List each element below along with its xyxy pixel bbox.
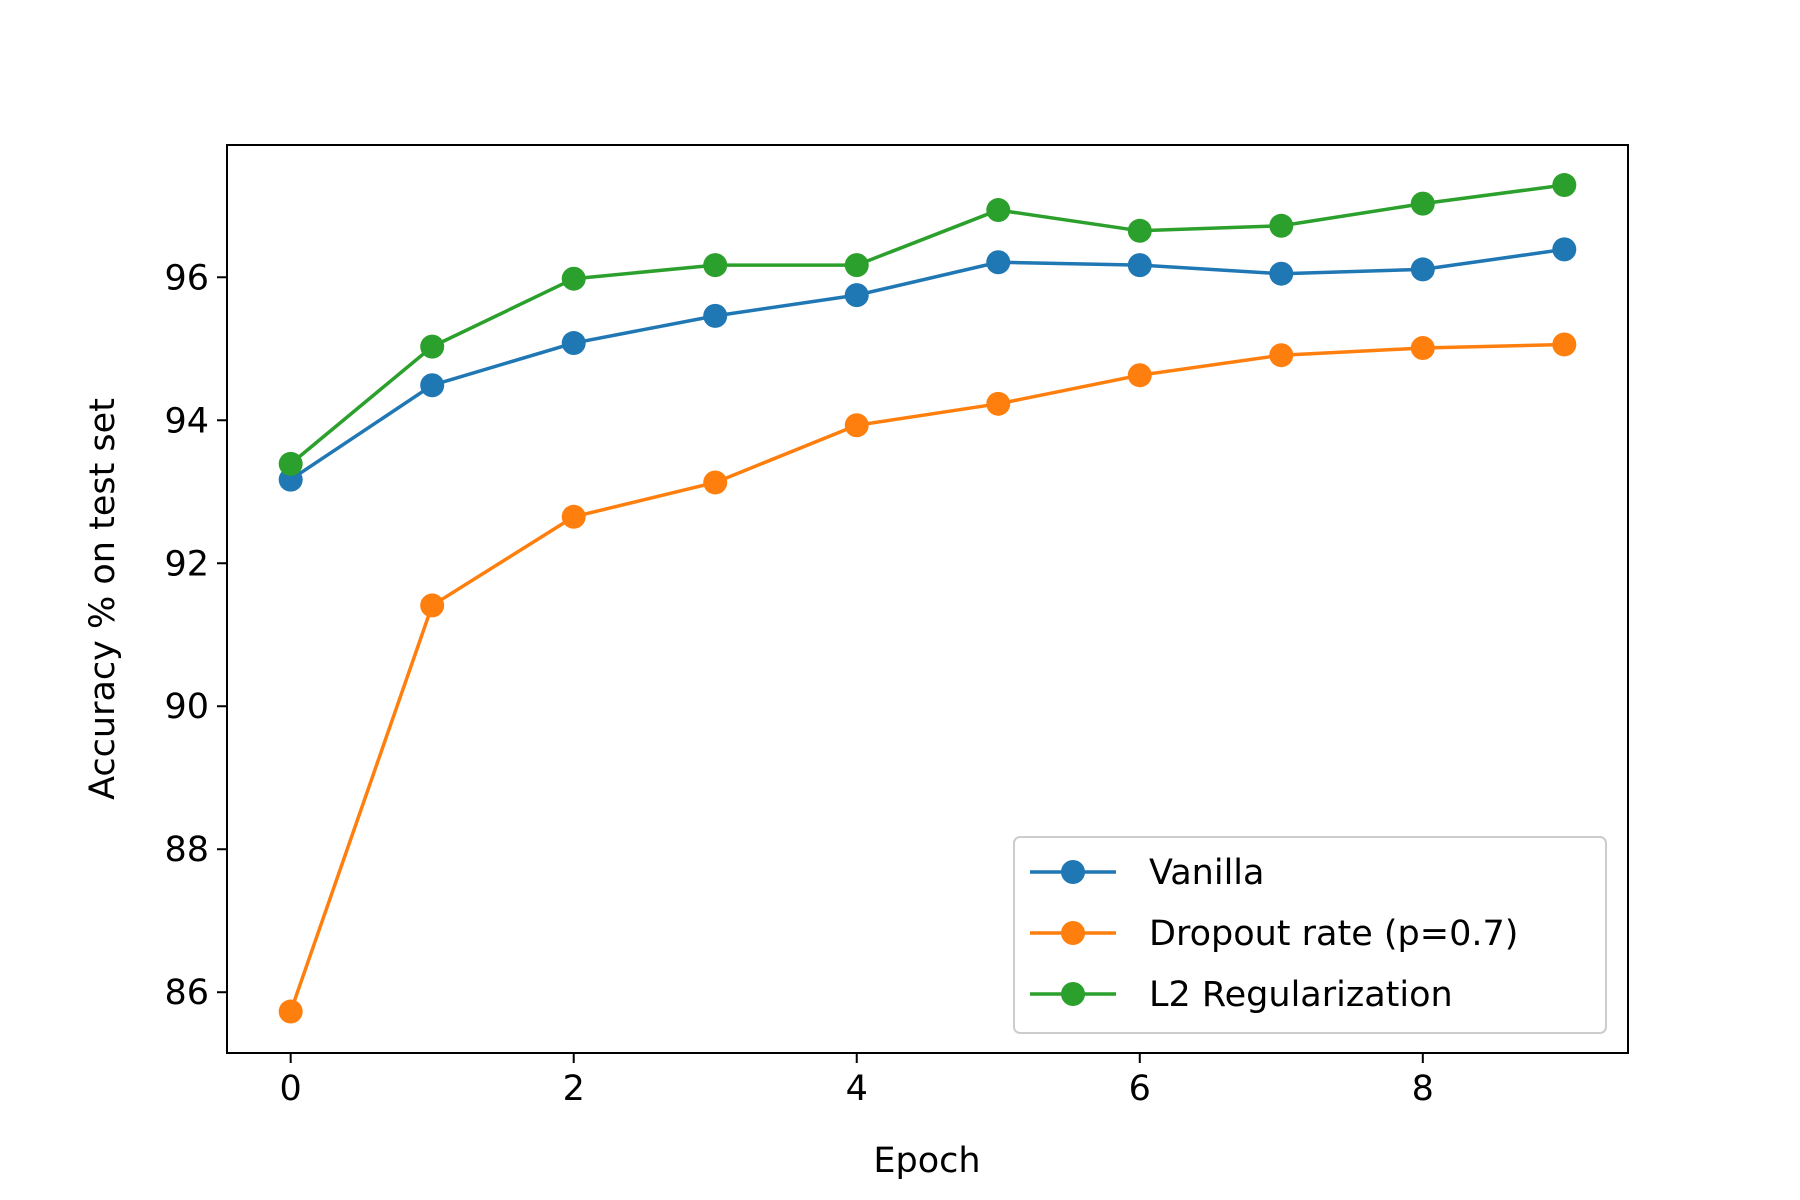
data-point-series-1: [986, 391, 1011, 416]
y-tick-label: 86: [164, 973, 209, 1013]
data-point-series-2: [986, 198, 1011, 223]
plot-area: [278, 173, 1577, 1024]
legend-label-2: L2 Regularization: [1149, 975, 1453, 1015]
data-point-series-1: [278, 999, 303, 1024]
x-tick-label: 4: [846, 1069, 868, 1109]
y-tick-label: 88: [164, 830, 209, 870]
data-point-series-2: [703, 253, 728, 278]
data-point-series-2: [278, 451, 303, 476]
data-point-series-2: [1552, 173, 1577, 198]
data-point-series-2: [1410, 191, 1435, 216]
data-point-series-0: [844, 283, 869, 308]
data-point-series-2: [844, 253, 869, 278]
data-point-series-0: [1410, 257, 1435, 282]
legend-label-1: Dropout rate (p=0.7): [1149, 914, 1518, 954]
data-point-series-1: [1127, 363, 1152, 388]
data-point-series-0: [1552, 237, 1577, 262]
legend-marker-2: [1061, 982, 1085, 1006]
data-point-series-1: [703, 470, 728, 495]
legend-box: [1013, 836, 1607, 1034]
x-tick-label: 6: [1129, 1069, 1151, 1109]
y-tick-label: 92: [164, 544, 209, 584]
legend-marker-0: [1061, 860, 1085, 884]
legend-marker-1: [1061, 921, 1085, 945]
data-point-series-0: [420, 373, 445, 398]
data-point-series-1: [844, 413, 869, 438]
series-line-1: [289, 342, 1565, 1013]
y-tick-label: 90: [164, 687, 209, 727]
series-line-2: [289, 183, 1565, 466]
series-line-0: [289, 247, 1565, 482]
data-point-series-0: [1269, 261, 1294, 286]
data-point-series-1: [420, 593, 445, 618]
data-point-series-1: [1552, 332, 1577, 357]
x-tick-label: 2: [563, 1069, 585, 1109]
legend-label-0: Vanilla: [1149, 853, 1264, 893]
data-point-series-2: [561, 266, 586, 291]
data-point-series-0: [1127, 253, 1152, 278]
y-tick-label: 94: [164, 401, 209, 441]
axes-frame: [226, 144, 1629, 1054]
legend: Vanilla Dropout rate (p=0.7) L2 Regulariza…: [1013, 836, 1607, 1034]
x-axis-label: Epoch: [873, 1141, 980, 1181]
y-axis: 86 88 90 92 94 96: [164, 258, 227, 1013]
data-point-series-2: [1127, 218, 1152, 243]
y-axis-label: Accuracy % on test set: [83, 398, 123, 800]
y-tick-label: 96: [164, 258, 209, 298]
data-point-series-0: [561, 331, 586, 356]
data-point-series-0: [703, 303, 728, 328]
x-tick-label: 8: [1412, 1069, 1434, 1109]
x-tick-label: 0: [280, 1069, 302, 1109]
data-point-series-1: [1410, 336, 1435, 361]
data-point-series-1: [1269, 343, 1294, 368]
data-point-series-0: [986, 250, 1011, 275]
data-point-series-2: [1269, 213, 1294, 238]
data-point-series-2: [420, 334, 445, 359]
x-axis: 0 2 4 6 8: [280, 1053, 1434, 1109]
data-point-series-1: [561, 504, 586, 529]
